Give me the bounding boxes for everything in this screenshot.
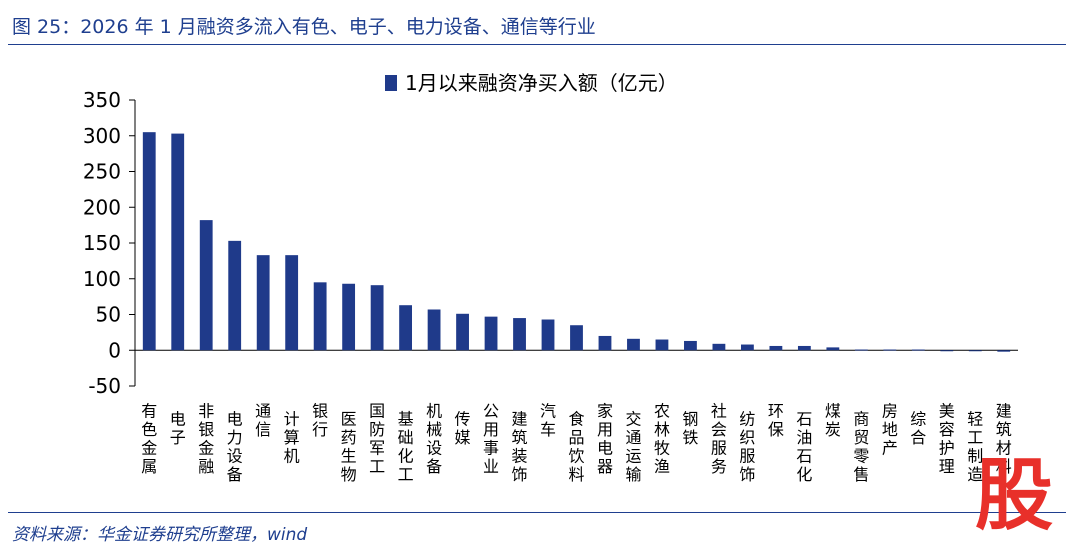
x-tick-label: 纺织服饰: [739, 410, 755, 485]
bar-chart: 1月以来融资净买入额（亿元） 350300250200150100500-50 …: [83, 71, 1018, 485]
bar: [968, 350, 982, 352]
y-tick-label: -50: [88, 374, 121, 398]
bar: [513, 318, 526, 351]
bar: [199, 220, 213, 351]
bar: [797, 345, 811, 351]
x-tick-label: 非银金融: [198, 402, 214, 477]
legend-swatch: [385, 75, 397, 91]
x-tick-label: 商贸零售: [853, 410, 869, 485]
bar: [484, 316, 498, 351]
title-divider: [8, 44, 1066, 45]
bar: [541, 319, 555, 351]
watermark-logo: 股: [974, 451, 1053, 541]
x-tick-label: 轻工制造: [967, 410, 983, 485]
bar: [940, 350, 954, 352]
y-tick-label: 350: [83, 88, 121, 112]
x-tick-label: 石油石化: [796, 410, 812, 485]
y-axis: 350 300 250 200 150 100 50 0 -50: [83, 88, 136, 398]
x-tick-label: 建筑材料: [996, 402, 1012, 477]
x-tick-label: 公用事业: [483, 402, 499, 477]
bar: [370, 285, 384, 351]
source-note: 资料来源：华金证券研究所整理，wind: [12, 525, 308, 545]
bar: [740, 344, 754, 351]
x-tick-label: 电力设备: [227, 410, 243, 485]
bar: [399, 305, 413, 351]
bar: [684, 340, 697, 351]
x-tick-label: 建筑装饰: [512, 410, 528, 485]
bar: [655, 339, 669, 351]
x-tick-label: 银行: [312, 402, 328, 440]
x-tick-label: 通信: [255, 402, 271, 440]
x-tick-label: 综合: [910, 410, 926, 448]
x-tick-label: 汽车: [540, 402, 556, 440]
bar: [142, 132, 156, 351]
y-tick-label: 150: [83, 231, 121, 255]
y-tick-label: 250: [83, 160, 121, 184]
bar: [598, 335, 612, 351]
footer-divider: [8, 512, 1066, 513]
x-tick-label: 煤炭: [825, 402, 841, 440]
bar: [854, 349, 868, 351]
x-tick-label: 有色金属: [141, 402, 157, 477]
y-tick-label: 200: [83, 195, 121, 219]
bar: [256, 255, 270, 351]
x-tick-label: 计算机: [284, 410, 300, 466]
bar: [228, 240, 242, 351]
legend-label: 1月以来融资净买入额（亿元）: [405, 71, 678, 95]
bar: [826, 347, 840, 351]
x-tick-label: 电子: [170, 410, 186, 448]
x-axis-labels: 有色金属电子非银金融电力设备通信计算机银行医药生物国防军工基础化工机械设备传媒公…: [141, 402, 1012, 485]
bar: [342, 283, 356, 351]
bar: [456, 313, 469, 351]
y-tick-label: 50: [96, 303, 121, 327]
x-tick-label: 国防军工: [369, 402, 385, 477]
bar: [911, 349, 925, 351]
x-tick-label: 房地产: [882, 402, 898, 458]
bar: [285, 255, 299, 351]
x-tick-label: 家用电器: [597, 402, 613, 477]
bar: [769, 345, 783, 351]
y-tick-label: 300: [83, 124, 121, 148]
x-tick-label: 食品饮料: [568, 410, 584, 485]
x-tick-label: 医药生物: [341, 410, 357, 485]
x-tick-label: 交通运输: [625, 410, 641, 485]
x-tick-label: 农林牧渔: [654, 402, 670, 477]
bar: [570, 325, 583, 351]
bar: [883, 349, 897, 351]
x-tick-label: 传媒: [455, 410, 471, 448]
x-tick-label: 美容护理: [939, 402, 955, 477]
bar: [997, 350, 1011, 352]
x-tick-label: 基础化工: [398, 410, 414, 485]
bar: [627, 338, 640, 351]
x-tick-label: 机械设备: [426, 402, 442, 477]
chart-legend: 1月以来融资净买入额（亿元）: [385, 71, 678, 95]
bar: [313, 282, 327, 351]
bar: [171, 133, 185, 351]
x-tick-label: 社会服务: [711, 402, 727, 477]
figure-title: 图 25：2026 年 1 月融资多流入有色、电子、电力设备、通信等行业: [12, 16, 596, 38]
y-tick-label: 0: [108, 338, 121, 362]
bar: [427, 309, 441, 351]
y-tick-label: 100: [83, 267, 121, 291]
bar: [712, 343, 726, 351]
bar-series: [135, 132, 1018, 352]
x-tick-label: 钢铁: [682, 410, 698, 448]
x-tick-label: 环保: [768, 402, 784, 440]
